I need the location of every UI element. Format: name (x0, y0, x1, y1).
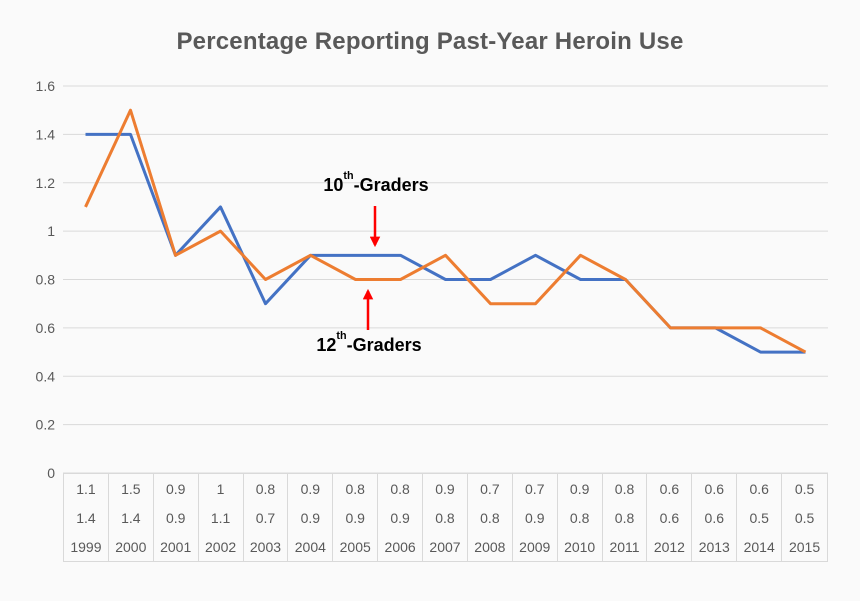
table-value-cell: 0.9 (423, 474, 468, 503)
series-line-12th-graders (84, 108, 807, 354)
y-tick-label: 1.6 (36, 78, 56, 94)
table-value-cell: 1.1 (199, 503, 244, 532)
annotation-12th-sup: th (336, 330, 347, 343)
y-tick-label: 0.6 (36, 320, 56, 336)
y-tick-label: 1 (47, 223, 55, 239)
table-year-cell: 2008 (468, 532, 513, 561)
table-year-cell: 2009 (513, 532, 558, 561)
chart-data-table: 1.1 1.5 0.9 1 0.8 0.9 0.8 0.8 0.9 0.7 0.7 0.9 0.8 0.6… (63, 473, 828, 562)
table-year-cell: 2000 (109, 532, 154, 561)
annotation-12th-graders-label: 12th-Graders (316, 330, 422, 356)
y-tick-label: 1.2 (36, 175, 56, 191)
y-tick-label: 0.2 (36, 417, 56, 433)
chart-title: Percentage Reporting Past-Year Heroin Us… (176, 28, 684, 55)
table-value-cell: 0.8 (423, 503, 468, 532)
table-value-cell: 1.4 (109, 503, 154, 532)
table-value-cell: 0.7 (513, 474, 558, 503)
table-value-cell: 0.8 (378, 474, 424, 503)
table-year-cell: 2002 (199, 532, 244, 561)
annotation-10th-graders-label: 10th-Graders (323, 170, 429, 196)
table-value-cell: 0.5 (794, 509, 815, 526)
table-value-cell: 0.8 (333, 474, 379, 503)
table-value-cell: 0.6 (647, 474, 693, 503)
table-year-cell: 2013 (692, 532, 738, 561)
table-value-cell: 1.4 (64, 503, 109, 532)
table-year-cell: 2006 (378, 532, 424, 561)
y-tick-label: 1.4 (36, 126, 56, 142)
table-year-cell: 2010 (558, 532, 603, 561)
table-value-cell: 0.6 (737, 474, 783, 503)
table-value-cell: 0.8 (603, 503, 648, 532)
y-tick-label: 0.4 (36, 368, 56, 384)
table-value-cell: 0.9 (154, 474, 199, 503)
table-value-cell: 0.6 (647, 503, 693, 532)
table-value-cell: 0.8 (558, 503, 603, 532)
table-year-cell: 2014 (737, 532, 783, 561)
y-tick-label: 0 (47, 465, 55, 481)
table-value-cell: 0.8 (603, 474, 648, 503)
table-year-cell: 2015 (788, 538, 821, 555)
table-value-cell: 0.9 (288, 474, 334, 503)
table-value-cell: 1.5 (109, 474, 154, 503)
table-value-cell: 0.9 (378, 503, 424, 532)
table-value-cell: 1.1 (64, 474, 109, 503)
table-year-cell: 2001 (154, 532, 199, 561)
table-year-cell: 2011 (603, 532, 648, 561)
table-year-cell: 2004 (288, 532, 334, 561)
table-value-cell: 0.5 (737, 503, 783, 532)
table-year-cell: 2012 (647, 532, 693, 561)
annotation-10th-sup: th (343, 170, 354, 183)
y-tick-label: 0.8 (36, 272, 56, 288)
table-value-cell: 0.7 (468, 474, 513, 503)
table-value-cell: 0.9 (288, 503, 334, 532)
series-line-10th-graders (85, 132, 806, 354)
table-year-cell: 2003 (244, 532, 289, 561)
table-year-cell: 2007 (423, 532, 468, 561)
table-year-cell: 1999 (64, 532, 109, 561)
table-value-cell: 0.8 (244, 474, 289, 503)
table-value-cell: 0.9 (333, 503, 379, 532)
table-value-cell: 0.7 (244, 503, 289, 532)
table-year-cell: 2005 (333, 532, 379, 561)
table-value-cell: 0.9 (513, 503, 558, 532)
table-value-cell: 0.6 (692, 503, 738, 532)
table-value-cell: 0.9 (154, 503, 199, 532)
table-value-cell: 0.5 (794, 480, 815, 497)
table-value-cell: 1 (199, 474, 244, 503)
annotation-12th-rest: -Graders (346, 335, 422, 355)
table-value-cell: 0.9 (558, 474, 603, 503)
annotation-12th-num: 12 (316, 335, 337, 355)
annotation-10th-rest: -Graders (353, 175, 429, 195)
annotation-10th-num: 10 (323, 175, 344, 195)
table-value-cell: 0.8 (468, 503, 513, 532)
table-value-cell: 0.6 (692, 474, 738, 503)
